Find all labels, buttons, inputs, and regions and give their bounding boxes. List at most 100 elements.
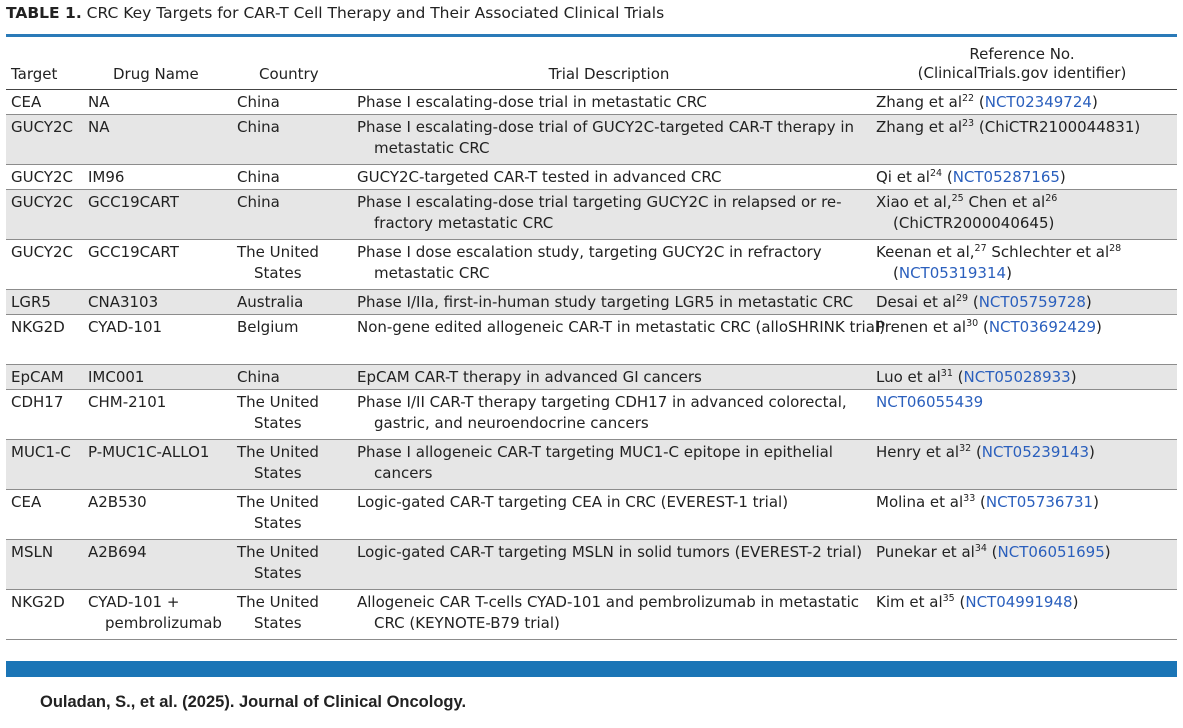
cell-reference: NCT06055439 [876, 392, 1176, 413]
cell-drug-name: NA [88, 118, 110, 136]
trial-id-link[interactable]: NCT06051695 [997, 543, 1105, 561]
trial-id-link[interactable]: NCT05319314 [898, 263, 1007, 282]
cell-reference: Prenen et al30 (NCT03692429) [876, 318, 1102, 336]
table-title: TABLE 1. CRC Key Targets for CAR-T Cell … [6, 4, 664, 22]
ref-number: 23 [962, 118, 975, 129]
cell-target: NKG2D [11, 318, 65, 336]
table-row: CDH17 CHM-2101 The United States Phase I/II… [6, 390, 1177, 440]
ref-author: Henry et al [876, 443, 960, 461]
table-header: Target Drug Name Country Trial Descripti… [6, 37, 1177, 89]
header-reference-line1: Reference No. [969, 45, 1075, 63]
ref-author: Schlechter et al [991, 243, 1110, 261]
table-row: GUCY2C NA China Phase I escalating-dose tri… [6, 115, 1177, 165]
cell-description: Allogeneic CAR T-cells CYAD-101 and pemb… [357, 593, 860, 632]
cell-target: CDH17 [11, 393, 64, 411]
ref-author: Qi et al [876, 168, 930, 186]
ref-author: Prenen et al [876, 318, 967, 336]
ref-number: 24 [929, 168, 943, 179]
cell-drug-name: GCC19CART [88, 193, 179, 211]
header-drug: Drug Name [113, 65, 199, 83]
cell-description: Logic-gated CAR-T targeting CEA in CRC (… [357, 493, 789, 511]
table-row: NKG2D CYAD-101 Belgium Non-gene edited allo… [6, 315, 1177, 365]
table-label: TABLE 1. [6, 4, 82, 22]
trial-id-link[interactable]: NCT05287165 [952, 168, 1060, 186]
ref-number: 34 [974, 543, 987, 554]
cell-country: The United States [237, 493, 319, 532]
ref-number: 25 [951, 193, 964, 204]
trial-id-link[interactable]: NCT04991948 [965, 593, 1073, 611]
trial-id-link[interactable]: NCT03692429 [988, 318, 1097, 336]
cell-reference: Molina et al33 (NCT05736731) [876, 493, 1099, 511]
cell-country: The United States [237, 593, 319, 632]
cell-reference: Desai et al29 (NCT05759728) [876, 293, 1092, 311]
ref-author: Luo et al [876, 368, 941, 386]
ref-author: Keenan et al, [876, 243, 975, 261]
cell-reference: Zhang et al23 (ChiCTR2100044831) [876, 118, 1141, 136]
ref-author: Punekar et al [876, 543, 975, 561]
ref-author: Desai et al [876, 293, 956, 311]
cell-country: China [237, 168, 280, 186]
ref-author: Molina et al [876, 493, 964, 511]
cell-reference: Luo et al31 (NCT05028933) [876, 368, 1077, 386]
header-reference-line2: (ClinicalTrials.gov identifier) [917, 64, 1127, 82]
cell-reference: Keenan et al,27 Schlechter et al28 (NCT0… [876, 243, 1122, 282]
ref-author: Zhang et al [876, 118, 963, 136]
cell-description: Non-gene edited allogeneic CAR-T in meta… [357, 318, 885, 336]
cell-target: NKG2D [11, 593, 65, 611]
cell-country: China [237, 193, 280, 211]
ref-number: 27 [974, 243, 987, 254]
ref-number: 28 [1109, 243, 1122, 254]
trial-id-link[interactable]: NCT05736731 [985, 493, 1094, 511]
cell-target: CEA [11, 493, 42, 511]
table-caption: CRC Key Targets for CAR-T Cell Therapy a… [86, 4, 665, 22]
cell-target: MSLN [11, 543, 54, 561]
cell-drug-name: CYAD-101 + pembrolizumab [88, 593, 222, 632]
ref-number: 35 [942, 593, 955, 604]
table-row: LGR5 CNA3103 Australia Phase I/IIa, first-i… [6, 290, 1177, 315]
table-row: GUCY2C IM96 China GUCY2C-targeted CAR-T tes… [6, 165, 1177, 190]
cell-drug-name: CYAD-101 [88, 318, 163, 336]
cell-country: China [237, 368, 280, 386]
table-row: GUCY2C GCC19CART China Phase I escalating-d… [6, 190, 1177, 240]
table-row: MUC1-C P-MUC1C-ALLO1 The United States Phas… [6, 440, 1177, 490]
cell-description: EpCAM CAR-T therapy in advanced GI cance… [357, 368, 702, 386]
cell-description: Phase I/IIa, first-in-human study target… [357, 293, 854, 311]
cell-drug-name: P-MUC1C-ALLO1 [88, 443, 210, 461]
ref-author: Xiao et al, [876, 193, 952, 211]
cell-description: Phase I escalating-dose trial in metasta… [357, 93, 707, 111]
ref-author: Kim et al [876, 593, 943, 611]
cell-reference: Qi et al24 (NCT05287165) [876, 168, 1066, 186]
ref-number: 26 [1045, 193, 1058, 204]
ref-number: 29 [955, 293, 969, 304]
trial-id-link[interactable]: NCT06055439 [876, 393, 984, 411]
ref-author: Zhang et al [876, 93, 963, 111]
trial-id: ChiCTR2100044831 [984, 118, 1135, 136]
cell-drug-name: GCC19CART [88, 243, 179, 261]
cell-drug-name: CNA3103 [88, 293, 159, 311]
table-row: CEA NA China Phase I escalating-dose trial … [6, 90, 1177, 115]
trial-id-link[interactable]: NCT05239143 [981, 443, 1090, 461]
table-row: MSLN A2B694 The United States Logic-gated C… [6, 540, 1177, 590]
top-rule [6, 34, 1177, 37]
cell-description: Logic-gated CAR-T targeting MSLN in soli… [357, 543, 863, 561]
cell-country: China [237, 118, 280, 136]
cell-description: Phase I/II CAR-T therapy targeting CDH17… [357, 393, 847, 432]
trial-id-link[interactable]: NCT02349724 [984, 93, 1092, 111]
ref-number: 33 [963, 493, 976, 504]
cell-target: CEA [11, 93, 42, 111]
cell-description: Phase I escalating-dose trial of GUCY2C-… [357, 118, 855, 157]
cell-drug-name: CHM-2101 [88, 393, 167, 411]
table-row: NKG2D CYAD-101 + pembrolizumab The United … [6, 590, 1177, 640]
cell-country: The United States [237, 243, 319, 282]
bottom-bar [6, 661, 1177, 677]
cell-target: GUCY2C [11, 168, 73, 186]
cell-description: Phase I allogeneic CAR-T targeting MUC1-… [357, 443, 833, 482]
ref-number: 22 [962, 93, 975, 104]
cell-description: Phase I dose escalation study, targeting… [357, 243, 822, 282]
header-description: Trial Description [548, 65, 670, 83]
header-reference: Reference No. (ClinicalTrials.gov identi… [872, 45, 1172, 83]
trial-id-link[interactable]: NCT05028933 [963, 368, 1071, 386]
cell-drug-name: A2B694 [88, 543, 147, 561]
header-target: Target [11, 65, 58, 83]
trial-id-link[interactable]: NCT05759728 [978, 293, 1086, 311]
